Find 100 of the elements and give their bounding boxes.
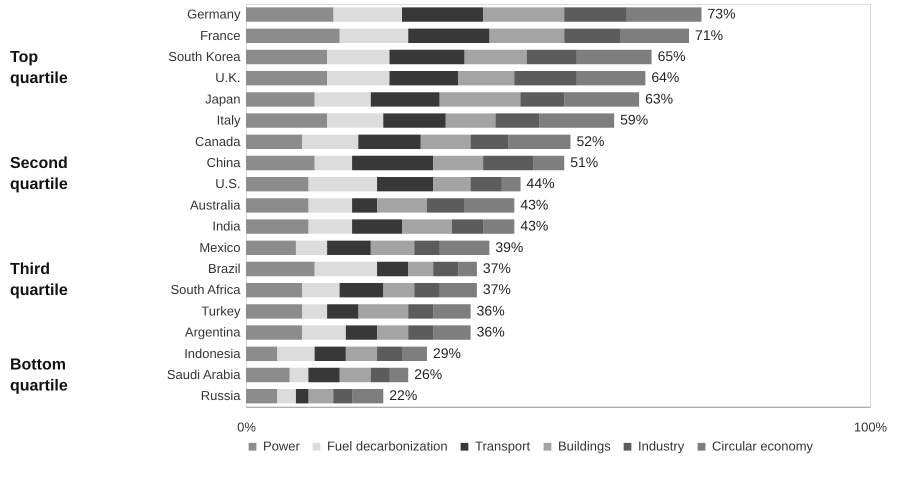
- bar: [390, 70, 458, 86]
- text: Third quartile: [10, 261, 68, 299]
- bar: [502, 176, 521, 192]
- total-label: 37%: [482, 260, 511, 276]
- bar: [246, 176, 308, 192]
- bar: [439, 240, 490, 256]
- y-tick-label: Indonesia: [184, 346, 242, 361]
- y-tick-label: Turkey: [201, 303, 242, 318]
- bar: [458, 262, 477, 276]
- legend-label: Fuel decarbonization: [327, 438, 448, 454]
- bar: [308, 176, 378, 192]
- bar: [539, 113, 614, 128]
- y-tick-label: Germany: [187, 6, 241, 22]
- total-label: 59%: [620, 112, 648, 128]
- bar: [246, 240, 296, 256]
- bar: [327, 70, 390, 86]
- bar: [470, 134, 508, 150]
- bar: [308, 198, 352, 213]
- bar: [408, 304, 434, 319]
- bar: [464, 50, 527, 64]
- bar: [340, 282, 384, 298]
- bar: [352, 198, 378, 213]
- bar: [520, 92, 564, 107]
- bar: [246, 219, 308, 234]
- bar: [464, 198, 514, 213]
- bar: [564, 7, 627, 22]
- total-label: 43%: [520, 218, 548, 234]
- total-label: 36%: [476, 324, 505, 340]
- y-tick-label: Italy: [216, 112, 241, 128]
- total-label: 43%: [520, 196, 548, 212]
- bar: [314, 156, 352, 170]
- bar: [514, 70, 577, 86]
- bar: [408, 28, 490, 44]
- bar: [314, 346, 346, 362]
- y-tick-label: France: [200, 28, 240, 43]
- bar: [246, 368, 290, 382]
- y-tick-label: U.S.: [215, 176, 240, 192]
- bar: [302, 325, 346, 340]
- bar: [414, 240, 440, 256]
- bar: [377, 262, 408, 276]
- bar: [483, 7, 564, 22]
- legend-label: Transport: [475, 438, 530, 454]
- bar: [433, 304, 471, 319]
- y-tick-label: Argentina: [184, 324, 242, 340]
- bar: [314, 262, 378, 276]
- bar: [352, 388, 384, 404]
- bar: [402, 7, 484, 22]
- bar: [327, 50, 390, 64]
- bar: [308, 219, 352, 234]
- total-label: 64%: [651, 69, 680, 86]
- legend-label: Industry: [638, 438, 685, 454]
- bar: [402, 219, 452, 234]
- bar: [290, 368, 308, 382]
- bar: [333, 388, 352, 404]
- total-label: 26%: [414, 366, 442, 382]
- bar: [277, 346, 315, 362]
- bar: [314, 92, 371, 107]
- total-label: 73%: [708, 6, 736, 22]
- bar: [346, 346, 378, 362]
- bar: [308, 368, 340, 382]
- bar: [246, 325, 302, 340]
- bar: [564, 28, 620, 44]
- y-tick-label: South Africa: [170, 282, 242, 298]
- bar: [390, 50, 464, 64]
- bar: [576, 70, 646, 86]
- bar: [377, 325, 408, 340]
- bar: [246, 28, 340, 44]
- bar: [246, 70, 328, 86]
- bar: [308, 388, 334, 404]
- y-tick-label: Saudi Arabia: [166, 366, 242, 382]
- bar: [302, 304, 328, 319]
- bar: [408, 262, 434, 276]
- bar: [452, 219, 484, 234]
- bar: [327, 240, 371, 256]
- y-tick-label: Mexico: [199, 240, 240, 255]
- bar: [483, 156, 534, 170]
- bar: [470, 176, 502, 192]
- bar: [433, 325, 471, 340]
- bar: [246, 50, 328, 64]
- bar: [576, 50, 652, 64]
- y-tick-label: Australia: [190, 197, 242, 212]
- y-tick-label: India: [212, 218, 242, 234]
- x-tick-label: 0%: [237, 419, 256, 434]
- bar: [358, 304, 408, 319]
- bar: [508, 134, 570, 150]
- bar: [496, 113, 540, 128]
- bar: [246, 92, 315, 107]
- bar: [439, 92, 521, 107]
- bar: [333, 7, 402, 22]
- bar: [302, 134, 358, 150]
- bar: [414, 282, 440, 298]
- bar: [420, 134, 471, 150]
- bar: [533, 156, 564, 170]
- bar: [370, 368, 390, 382]
- bar: [346, 325, 378, 340]
- total-label: 65%: [658, 48, 686, 64]
- bar: [246, 346, 278, 362]
- bar: [246, 7, 334, 22]
- total-label: 71%: [695, 26, 724, 43]
- y-tick-label: Brazil: [208, 261, 241, 276]
